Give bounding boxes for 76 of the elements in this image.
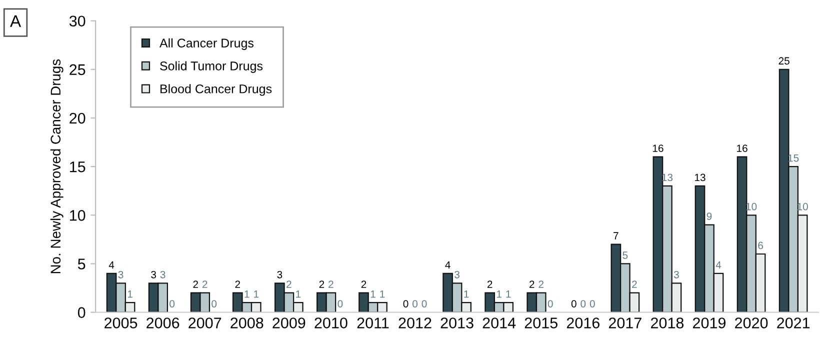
legend-label: Solid Tumor Drugs (160, 61, 263, 73)
data-label: 2 (286, 280, 292, 288)
x-tick-label: 2006 (146, 318, 180, 328)
x-tick-label: 2013 (440, 318, 474, 328)
data-label: 4 (108, 261, 114, 268)
x-tick-label: 2014 (482, 318, 516, 328)
data-label: 3 (151, 270, 156, 278)
data-label: 25 (778, 57, 790, 65)
data-label: 2 (361, 280, 366, 288)
text: A (10, 15, 22, 27)
data-label: 2 (529, 280, 534, 288)
data-label: 2 (235, 280, 240, 288)
x-tick-label: 2011 (357, 318, 389, 328)
data-label: 1 (254, 290, 259, 298)
y-tick-label: 15 (70, 162, 86, 172)
x-tick-label: 2020 (735, 318, 768, 328)
x-tick-label: 2008 (230, 318, 264, 328)
data-label: 0 (170, 300, 175, 308)
x-tick-label: 2017 (608, 318, 642, 328)
data-label: 3 (277, 270, 282, 278)
x-tick-label: 2018 (650, 318, 684, 328)
x-tick-label: 2021 (777, 318, 810, 328)
x-tick-label: 2019 (693, 318, 726, 328)
y-tick-label: 30 (69, 16, 86, 27)
y-axis-title: No. Newly Approved Cancer Drugs (50, 59, 64, 274)
data-label: 1 (506, 290, 511, 298)
x-tick-label: 2005 (104, 318, 138, 328)
x-tick-label: 2012 (398, 318, 432, 328)
data-label: 0 (422, 300, 427, 308)
y-tick-label: 20 (70, 112, 86, 124)
data-label: 5 (622, 252, 628, 259)
data-label: 4 (445, 261, 450, 268)
data-label: 1 (370, 290, 376, 298)
y-tick-label: 5 (78, 258, 86, 270)
data-label: 7 (614, 232, 618, 240)
data-label: 4 (716, 261, 722, 268)
data-label: 0 (403, 300, 408, 308)
legend-label: All Cancer Drugs (160, 38, 254, 50)
data-label: 2 (328, 280, 334, 288)
data-label: 3 (160, 270, 166, 278)
y-tick-label: 10 (70, 210, 86, 221)
x-tick-label: 2010 (314, 318, 348, 328)
y-tick-label: 0 (78, 307, 86, 318)
x-tick-label: 2015 (524, 318, 558, 328)
data-label: 2 (487, 280, 492, 288)
data-label: 1 (380, 290, 385, 298)
data-label: 0 (338, 300, 343, 308)
data-label: 1 (296, 290, 301, 298)
data-label: 1 (128, 290, 132, 298)
data-label: 2 (319, 280, 324, 288)
data-label: 0 (548, 300, 553, 308)
data-label: 9 (706, 212, 712, 220)
data-label: 1 (496, 290, 502, 298)
data-label: 16 (652, 144, 664, 152)
data-label: 16 (737, 144, 748, 152)
data-label: 13 (695, 174, 706, 182)
x-tick-label: 2007 (188, 318, 222, 328)
data-label: 0 (412, 300, 418, 308)
data-label: 2 (193, 280, 198, 288)
x-tick-label: 2016 (566, 318, 600, 328)
legend-label: Blood Cancer Drugs (160, 84, 272, 96)
data-label: 2 (202, 280, 208, 288)
data-label: 0 (212, 300, 217, 308)
data-label: 1 (244, 290, 250, 298)
data-label: 0 (590, 300, 595, 308)
data-label: 3 (118, 270, 124, 278)
data-label: 2 (632, 280, 637, 288)
x-tick-label: 2009 (272, 318, 306, 328)
data-label: 1 (464, 290, 469, 298)
data-label: 0 (580, 300, 586, 308)
y-tick-label: 25 (70, 64, 86, 76)
data-label: 2 (538, 280, 544, 288)
data-label: 3 (674, 270, 679, 278)
data-label: 6 (758, 242, 763, 250)
data-label: 0 (571, 300, 576, 308)
data-label: 3 (454, 270, 460, 278)
